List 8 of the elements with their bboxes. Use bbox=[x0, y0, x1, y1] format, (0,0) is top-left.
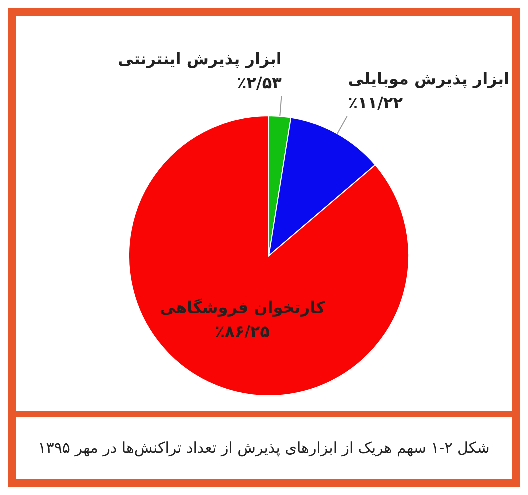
data-label: ٪۱۱/۲۲ bbox=[348, 94, 404, 113]
slice-label: کارتخوان فروشگاهی bbox=[160, 298, 326, 318]
slice-label: ابزار پذیرش اینترنتی bbox=[118, 50, 282, 69]
data-label: ٪۲/۵۳ bbox=[236, 74, 282, 93]
text: شکل ۲-۱ سهم هریک از ابزارهای پذیرش از تعداد تراکنش‌ها در مهر ۱۳۹۵ bbox=[16, 411, 512, 479]
data-label: ٪۸۶/۲۵ bbox=[215, 322, 270, 342]
slice-label: ابزار پذیرش موبایلی bbox=[348, 70, 510, 89]
pie-slice bbox=[128, 116, 410, 396]
